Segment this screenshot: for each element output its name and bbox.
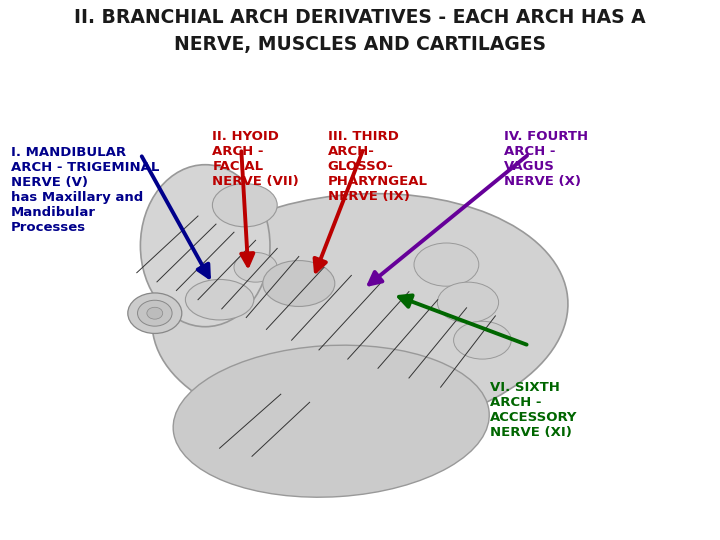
Ellipse shape: [438, 282, 498, 322]
Ellipse shape: [454, 321, 511, 359]
Ellipse shape: [234, 252, 277, 282]
Ellipse shape: [128, 293, 181, 333]
Ellipse shape: [152, 193, 568, 433]
Ellipse shape: [212, 184, 277, 227]
Ellipse shape: [185, 280, 254, 320]
Text: NERVE, MUSCLES AND CARTILAGES: NERVE, MUSCLES AND CARTILAGES: [174, 35, 546, 54]
Ellipse shape: [263, 260, 335, 306]
Ellipse shape: [138, 300, 172, 326]
Ellipse shape: [147, 307, 163, 319]
Ellipse shape: [414, 243, 479, 286]
Text: II. BRANCHIAL ARCH DERIVATIVES - EACH ARCH HAS A: II. BRANCHIAL ARCH DERIVATIVES - EACH AR…: [74, 8, 646, 27]
Text: I. MANDIBULAR
ARCH - TRIGEMINAL
NERVE (V)
has Maxillary and
Mandibular
Processes: I. MANDIBULAR ARCH - TRIGEMINAL NERVE (V…: [11, 146, 159, 234]
Text: II. HYOID
ARCH -
FACIAL
NERVE (VII): II. HYOID ARCH - FACIAL NERVE (VII): [212, 130, 299, 187]
Ellipse shape: [173, 345, 490, 497]
Ellipse shape: [140, 165, 270, 327]
Text: III. THIRD
ARCH-
GLOSSO-
PHARYNGEAL
NERVE (IX): III. THIRD ARCH- GLOSSO- PHARYNGEAL NERV…: [328, 130, 428, 202]
Text: IV. FOURTH
ARCH -
VAGUS
NERVE (X): IV. FOURTH ARCH - VAGUS NERVE (X): [504, 130, 588, 187]
Text: VI. SIXTH
ARCH -
ACCESSORY
NERVE (XI): VI. SIXTH ARCH - ACCESSORY NERVE (XI): [490, 381, 577, 438]
